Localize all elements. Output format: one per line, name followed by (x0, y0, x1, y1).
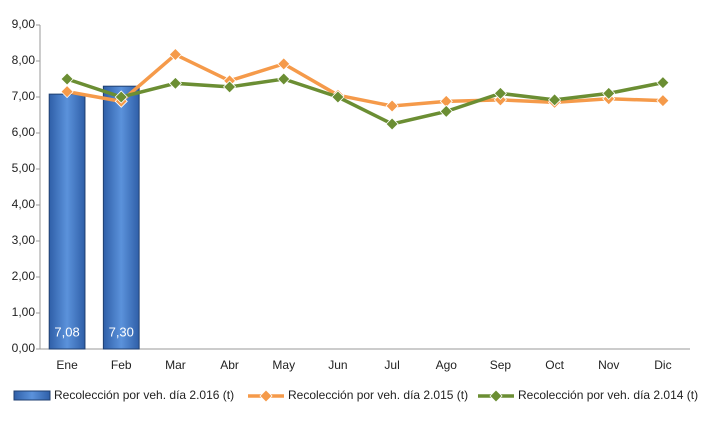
y-tick-label: 0,00 (12, 341, 36, 355)
bar (48, 93, 86, 350)
marker (60, 85, 74, 99)
marker (602, 86, 616, 100)
line (66, 52, 663, 108)
legend-swatch (13, 390, 51, 401)
data-label: 7,08 (54, 324, 79, 339)
x-tick-label: Ago (436, 358, 458, 372)
x-tick-label: Nov (598, 358, 619, 372)
y-tick-label: 1,00 (12, 305, 36, 319)
marker (548, 93, 562, 107)
x-tick-label: Mar (165, 358, 186, 372)
legend-label: Recolección por veh. día 2.015 (t) (288, 388, 468, 402)
y-tick-label: 4,00 (12, 197, 36, 211)
x-tick-label: May (272, 358, 295, 372)
legend-marker (259, 389, 273, 403)
bar (102, 85, 140, 350)
legend-marker (489, 389, 503, 403)
marker (168, 76, 182, 90)
x-tick-label: Jul (384, 358, 399, 372)
y-tick-label: 2,00 (12, 269, 36, 283)
x-tick-label: Oct (545, 358, 564, 372)
marker (439, 104, 453, 118)
y-tick-label: 8,00 (12, 53, 36, 67)
y-tick-label: 3,00 (12, 233, 36, 247)
x-tick-label: Sep (490, 358, 512, 372)
marker (385, 99, 399, 113)
marker (277, 72, 291, 86)
marker (114, 90, 128, 104)
marker (223, 80, 237, 94)
y-tick-label: 6,00 (12, 125, 36, 139)
marker (656, 76, 670, 90)
legend-label: Recolección por veh. día 2.016 (t) (54, 388, 234, 402)
marker (168, 47, 182, 62)
x-tick-label: Dic (654, 358, 671, 372)
data-label: 7,30 (109, 324, 134, 339)
x-tick-label: Jun (328, 358, 347, 372)
marker (385, 117, 399, 131)
legend-label: Recolección por veh. día 2.014 (t) (518, 388, 698, 402)
x-tick-label: Ene (56, 358, 78, 372)
marker (60, 72, 74, 86)
marker (656, 94, 670, 108)
x-tick-label: Feb (111, 358, 132, 372)
marker (493, 86, 507, 100)
marker (277, 57, 291, 71)
y-tick-label: 9,00 (12, 17, 36, 31)
marker (331, 90, 345, 104)
y-tick-label: 7,00 (12, 89, 36, 103)
y-tick-label: 5,00 (12, 161, 36, 175)
x-tick-label: Abr (220, 358, 239, 372)
line (66, 77, 664, 126)
